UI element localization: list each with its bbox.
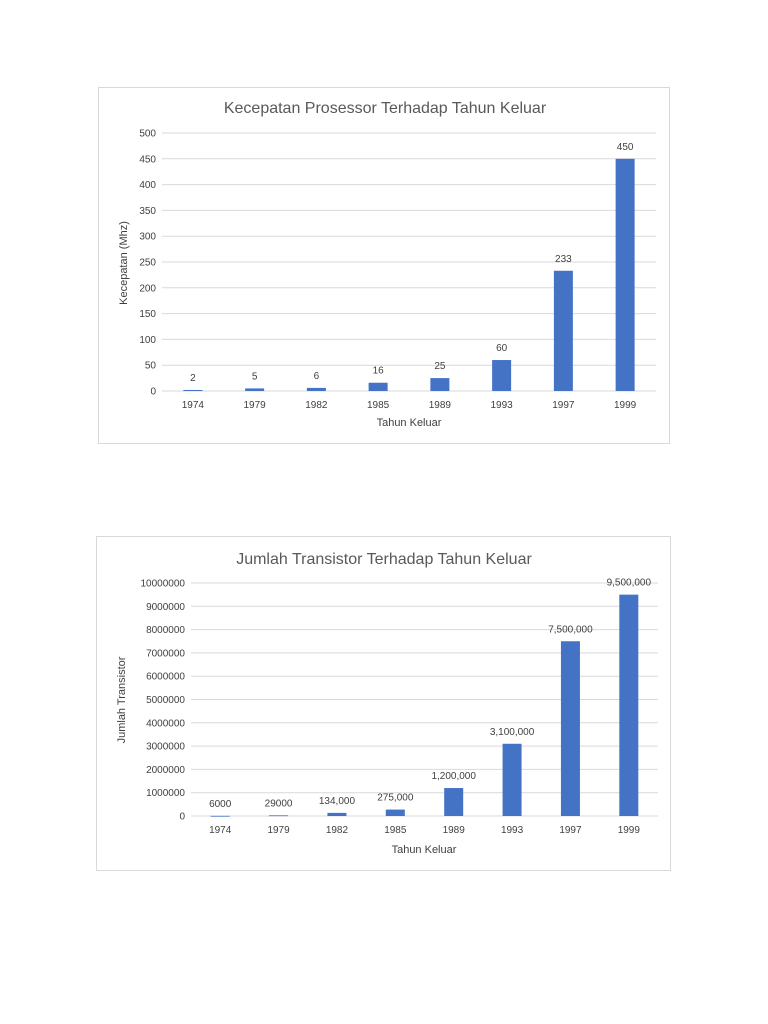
x-tick-label: 1993 [501, 825, 524, 836]
y-tick-label: 450 [139, 154, 156, 165]
bar [502, 743, 522, 816]
bar [430, 378, 450, 391]
y-axis-label: Kecepatan (Mhz) [118, 221, 130, 305]
bar [210, 815, 230, 817]
y-tick-label: 4000000 [146, 718, 185, 729]
bar [553, 270, 573, 391]
y-tick-label: 300 [139, 232, 156, 243]
x-tick-label: 1997 [559, 825, 582, 836]
data-label: 275,000 [377, 793, 414, 804]
x-tick-label: 1989 [429, 400, 452, 411]
processor-speed-chart-svg: Kecepatan Prosessor Terhadap Tahun Kelua… [118, 100, 656, 429]
transistor-count-chart-svg: Jumlah Transistor Terhadap Tahun Keluar … [116, 551, 658, 856]
y-tick-label: 7000000 [146, 648, 185, 659]
y-tick-label: 100 [139, 335, 156, 346]
bar [560, 641, 580, 816]
y-tick-label: 400 [139, 180, 156, 191]
x-tick-label: 1989 [443, 825, 466, 836]
bar [619, 594, 639, 816]
y-tick-label: 350 [139, 206, 156, 217]
bar [385, 809, 405, 816]
processor-speed-chart: Kecepatan Prosessor Terhadap Tahun Kelua… [98, 87, 670, 444]
x-axis-label: Tahun Keluar [377, 417, 442, 429]
y-tick-label: 250 [139, 258, 156, 269]
bar [492, 360, 512, 391]
transistor-count-chart: Jumlah Transistor Terhadap Tahun Keluar … [96, 536, 671, 871]
data-label: 233 [555, 254, 572, 265]
data-label: 16 [373, 366, 385, 377]
y-tick-label: 1000000 [146, 788, 185, 799]
y-tick-label: 10000000 [141, 579, 186, 590]
x-tick-label: 1993 [491, 400, 514, 411]
chart-marks: 0 1000000 2000000 3000000 4000000 5000000 6000… [141, 578, 658, 836]
data-label: 450 [617, 142, 634, 153]
y-tick-label: 2000000 [146, 765, 185, 776]
bar [615, 158, 635, 391]
bar [327, 812, 347, 816]
data-label: 29000 [265, 798, 293, 809]
y-tick-label: 50 [145, 361, 157, 372]
x-tick-label: 1985 [367, 400, 390, 411]
y-tick-label: 200 [139, 283, 156, 294]
data-label: 1,200,000 [431, 771, 476, 782]
y-tick-label: 6000000 [146, 672, 185, 683]
y-tick-label: 500 [139, 129, 156, 140]
bar [183, 389, 203, 391]
data-label: 134,000 [319, 796, 356, 807]
bar [245, 388, 265, 391]
x-tick-label: 1997 [552, 400, 575, 411]
y-tick-label: 0 [179, 812, 185, 823]
y-tick-label: 9000000 [146, 602, 185, 613]
y-tick-label: 3000000 [146, 742, 185, 753]
x-axis-label: Tahun Keluar [392, 844, 457, 856]
x-tick-label: 1999 [614, 400, 637, 411]
chart-title: Kecepatan Prosessor Terhadap Tahun Kelua… [224, 100, 547, 117]
data-label: 6 [314, 371, 320, 382]
data-label: 6000 [209, 799, 232, 810]
data-label: 25 [434, 361, 446, 372]
y-axis-label: Jumlah Transistor [116, 656, 128, 743]
data-label: 60 [496, 343, 508, 354]
x-tick-label: 1982 [305, 400, 328, 411]
bar [444, 788, 464, 816]
bar [269, 815, 289, 817]
x-tick-label: 1979 [244, 400, 267, 411]
chart-marks: 0 50 100 150 200 250 300 350 400 450 500 1974 2 1979 5… [139, 129, 656, 411]
data-label: 7,500,000 [548, 624, 593, 635]
x-tick-label: 1974 [182, 400, 205, 411]
x-tick-label: 1982 [326, 825, 349, 836]
bar [368, 382, 388, 391]
y-tick-label: 5000000 [146, 695, 185, 706]
bar [306, 387, 326, 391]
x-tick-label: 1974 [209, 825, 232, 836]
data-label: 2 [190, 373, 196, 384]
data-label: 3,100,000 [490, 727, 535, 738]
x-tick-label: 1979 [267, 825, 290, 836]
x-tick-label: 1985 [384, 825, 407, 836]
y-tick-label: 8000000 [146, 625, 185, 636]
data-label: 5 [252, 371, 258, 382]
y-tick-label: 150 [139, 309, 156, 320]
data-label: 9,500,000 [607, 578, 652, 589]
y-tick-label: 0 [150, 387, 156, 398]
chart-title: Jumlah Transistor Terhadap Tahun Keluar [236, 551, 532, 568]
x-tick-label: 1999 [618, 825, 641, 836]
